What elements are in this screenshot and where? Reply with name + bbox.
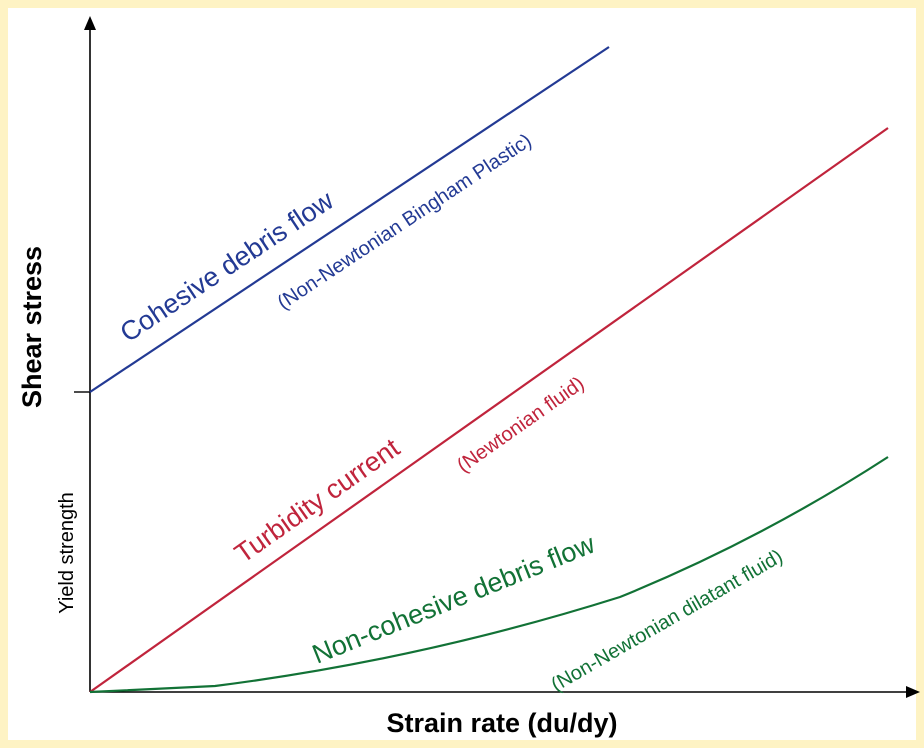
yield-strength-label: Yield strength [56,492,78,614]
non-cohesive-debris-flow-curve [89,456,889,694]
non-cohesive-debris-flow-label: Non-cohesive debris flow [308,529,599,670]
cohesive-debris-flow-label: Cohesive debris flow [115,185,340,348]
x-axis-label: Strain rate (du/dy) [386,708,617,738]
non-cohesive-debris-flow-sublabel: (Non-Newtonian dilatant fluid) [548,546,787,697]
y-axis-label: Shear stress [17,246,47,408]
turbidity-current-label: Turbidity current [229,432,405,569]
x-axis-arrowhead [906,686,920,698]
cohesive-debris-flow-line [89,46,610,393]
turbidity-current-line [89,127,889,693]
y-axis-arrowhead [84,16,96,30]
